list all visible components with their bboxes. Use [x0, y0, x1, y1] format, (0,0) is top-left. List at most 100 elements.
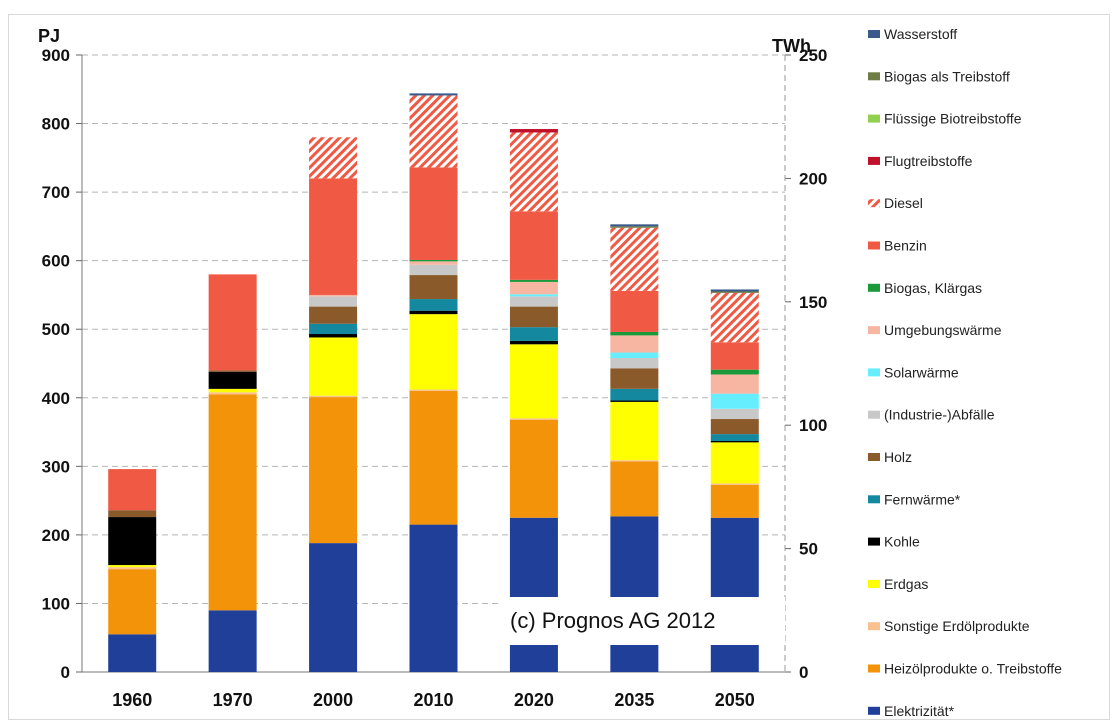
copyright-annotation: (c) Prognos AG 2012	[510, 608, 715, 633]
bar-segment	[309, 543, 358, 672]
y-tick-label: 800	[42, 115, 70, 134]
bar-segment	[409, 167, 458, 260]
legend-swatch	[868, 241, 880, 250]
bar-segment	[509, 419, 558, 518]
bar-segment	[409, 95, 458, 168]
bar-segment	[509, 294, 558, 297]
y-left-unit-label: PJ	[38, 26, 60, 46]
bar-segment	[409, 524, 458, 672]
y-right-tick-label: 250	[799, 46, 827, 65]
bar-segment	[610, 516, 659, 672]
x-tick-label: 2035	[614, 690, 654, 710]
bar-segment	[610, 227, 659, 291]
x-tick-label: 2050	[715, 690, 755, 710]
x-tick-label: 2010	[413, 690, 453, 710]
bar-segment	[610, 352, 659, 359]
legend-entry: Solarwärme	[884, 364, 959, 380]
legend-entry: Benzin	[884, 238, 927, 254]
bar-segment	[208, 371, 257, 389]
bar-segment	[710, 291, 759, 293]
legend-entry: Fernwärme*	[884, 491, 961, 507]
bar-segment	[309, 137, 358, 179]
bar-segment	[509, 306, 558, 328]
bar-segment	[208, 394, 257, 611]
bar-segment	[309, 323, 358, 335]
bar-segment	[509, 129, 558, 133]
bar-segment	[409, 261, 458, 265]
bar-segment	[710, 442, 759, 484]
bar-segment	[610, 226, 659, 228]
bar-segment	[509, 340, 558, 345]
legend: Wasserstoff Biogas als Treibstoff Flüssige…	[868, 26, 1062, 719]
legend-entry: Wasserstoff	[884, 26, 957, 42]
legend-swatch	[868, 30, 880, 38]
legend-entry: Erdgas	[884, 576, 928, 592]
legend-entry: Sonstige Erdölprodukte	[884, 618, 1030, 634]
bar-segment	[610, 388, 659, 401]
legend-swatch	[868, 326, 880, 335]
legend-swatch	[868, 156, 880, 165]
bar-segment	[509, 281, 558, 295]
y-right-tick-label: 100	[799, 416, 827, 435]
y-right-tick-label: 0	[799, 663, 808, 682]
legend-swatch	[868, 199, 880, 208]
bar-segment	[108, 517, 157, 566]
bar-segment	[509, 211, 558, 280]
bar-segment	[610, 358, 659, 369]
legend-swatch	[868, 453, 880, 461]
bar-segment	[309, 395, 358, 398]
bar-segment	[610, 224, 659, 227]
legend-entry: Kohle	[884, 534, 920, 550]
bar-segment	[409, 389, 458, 391]
bar-segment	[710, 374, 759, 394]
bar-segment	[509, 327, 558, 341]
bar-segment	[409, 259, 458, 262]
bar-segment	[509, 296, 558, 307]
legend-swatch	[868, 410, 880, 419]
legend-entry: Heizölprodukte o. Treibstoffe	[884, 661, 1062, 677]
y-tick-label: 700	[42, 183, 70, 202]
y-tick-label: 300	[42, 457, 70, 476]
bar-segment	[309, 178, 358, 295]
bar-segment	[108, 510, 157, 518]
y-tick-label: 0	[61, 663, 70, 682]
bar-segment	[610, 461, 659, 517]
bar-segment	[309, 337, 358, 396]
bar-segment	[409, 93, 458, 96]
legend-swatch	[868, 706, 880, 715]
legend-swatch	[868, 579, 880, 588]
legend-swatch	[868, 368, 880, 377]
bar-segment	[710, 517, 759, 672]
bar-segment	[309, 296, 358, 307]
bar-segment	[309, 294, 358, 297]
y-tick-label: 200	[42, 526, 70, 545]
y-right-tick-label: 200	[799, 169, 827, 188]
legend-swatch	[868, 495, 880, 504]
bar-segment	[509, 279, 558, 282]
bar-segment	[610, 290, 659, 332]
legend-entry: Holz	[884, 449, 912, 465]
bar-segment	[208, 388, 257, 393]
bar-segment	[309, 334, 358, 338]
y-tick-label: 500	[42, 320, 70, 339]
legend-entry: Diesel	[884, 195, 923, 211]
bar-segment	[108, 567, 157, 570]
legend-entry: Biogas als Treibstoff	[884, 68, 1010, 84]
x-tick-label: 1960	[112, 690, 152, 710]
bar-segment	[710, 369, 759, 375]
bar-segment	[509, 344, 558, 419]
bar-segment	[108, 634, 157, 672]
bar-segment	[610, 460, 659, 462]
bar-segment	[610, 331, 659, 336]
legend-entry: Flüssige Biotreibstoffe	[884, 111, 1022, 127]
bar-segment	[208, 610, 257, 672]
bar-segment	[208, 370, 257, 372]
bar-segment	[710, 342, 759, 370]
bar-segment	[710, 440, 759, 443]
y-tick-label: 600	[42, 252, 70, 271]
y-tick-label: 900	[42, 46, 70, 65]
chart-frame	[8, 14, 1110, 720]
annotation-background	[500, 597, 785, 645]
axes: 0 100 200 300 400 500 600 700 800 900 0 50 100 150 200…	[38, 26, 827, 710]
legend-entry: Umgebungswärme	[884, 322, 1002, 338]
